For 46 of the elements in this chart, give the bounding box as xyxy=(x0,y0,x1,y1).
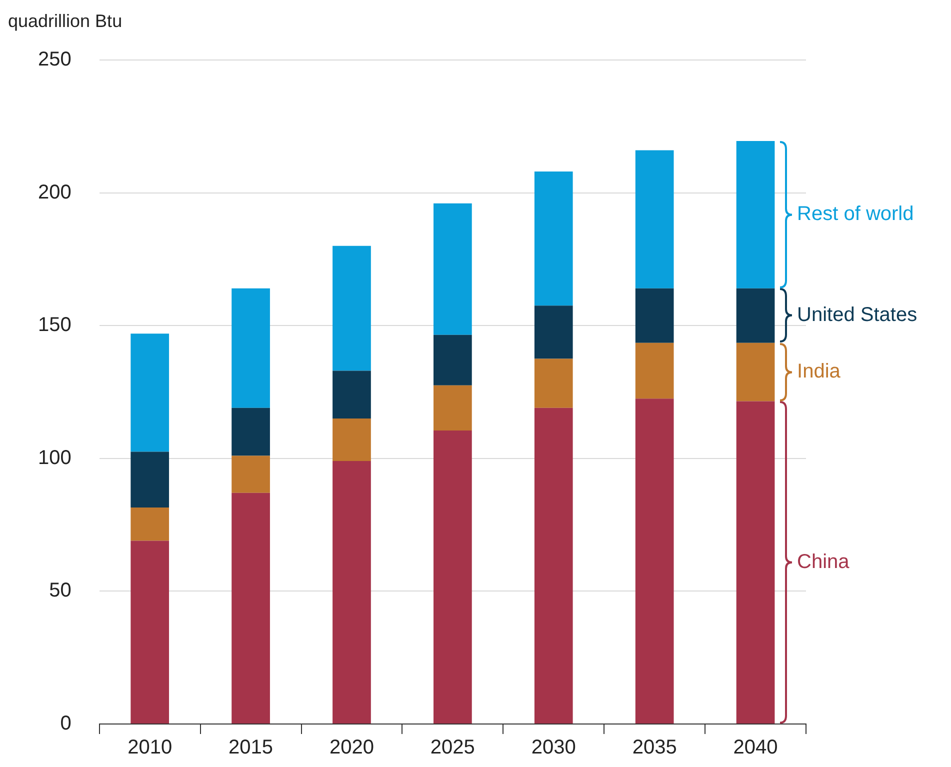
x-tick-label: 2020 xyxy=(329,736,374,759)
bar xyxy=(534,358,573,408)
y-tick-label: 150 xyxy=(38,314,72,336)
bar xyxy=(736,401,775,724)
bar xyxy=(332,246,371,371)
series-label: India xyxy=(797,360,842,383)
bar xyxy=(534,408,573,724)
series-label: United States xyxy=(797,304,918,326)
series-label: Rest of world xyxy=(797,203,914,226)
bar xyxy=(130,508,170,541)
bar xyxy=(130,540,170,724)
bar xyxy=(434,385,472,431)
bar xyxy=(736,288,775,343)
bar xyxy=(635,288,674,343)
bar xyxy=(332,418,371,462)
bar xyxy=(635,398,674,724)
bar xyxy=(534,306,573,359)
bar xyxy=(635,150,674,288)
bar xyxy=(232,456,270,493)
bar xyxy=(232,288,270,408)
x-tick-label: 2040 xyxy=(733,736,778,759)
bar xyxy=(736,342,775,402)
bar xyxy=(130,452,170,508)
y-axis-title: quadrillion Btu xyxy=(8,10,122,31)
y-tick-label: 0 xyxy=(60,712,72,735)
bar xyxy=(534,172,573,306)
bar xyxy=(434,203,472,335)
bar xyxy=(232,408,270,456)
y-tick-label: 50 xyxy=(49,580,72,602)
x-tick-label: 2015 xyxy=(228,736,274,759)
x-tick-label: 2010 xyxy=(128,736,172,759)
bar xyxy=(434,334,472,386)
x-tick-label: 2030 xyxy=(531,736,576,759)
bar xyxy=(434,430,472,724)
bar xyxy=(736,141,775,288)
y-tick-label: 200 xyxy=(38,181,72,204)
x-tick-label: 2035 xyxy=(632,736,677,759)
bar xyxy=(232,492,270,724)
series-label: China xyxy=(797,551,850,574)
y-tick-label: 250 xyxy=(38,48,72,71)
bar xyxy=(332,370,371,419)
bar xyxy=(635,342,674,399)
x-tick-label: 2025 xyxy=(430,736,475,759)
bar xyxy=(130,334,170,452)
bar xyxy=(332,461,371,724)
y-tick-label: 100 xyxy=(38,446,72,469)
